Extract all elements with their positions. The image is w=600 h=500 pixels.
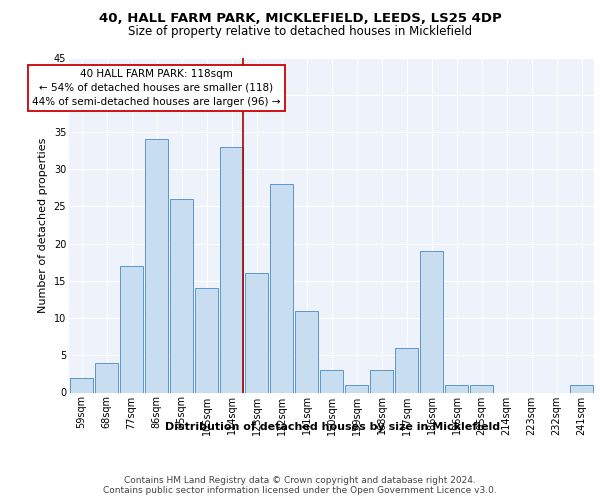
Bar bbox=[395, 348, 418, 393]
Bar bbox=[245, 274, 268, 392]
Bar bbox=[170, 199, 193, 392]
Bar bbox=[195, 288, 218, 393]
Y-axis label: Number of detached properties: Number of detached properties bbox=[38, 138, 48, 312]
Bar bbox=[470, 385, 493, 392]
Text: 40 HALL FARM PARK: 118sqm
← 54% of detached houses are smaller (118)
44% of semi: 40 HALL FARM PARK: 118sqm ← 54% of detac… bbox=[32, 68, 281, 106]
Bar bbox=[270, 184, 293, 392]
Bar bbox=[295, 310, 318, 392]
Bar bbox=[445, 385, 468, 392]
Text: Distribution of detached houses by size in Micklefield: Distribution of detached houses by size … bbox=[166, 422, 500, 432]
Bar bbox=[220, 147, 243, 392]
Bar bbox=[370, 370, 393, 392]
Bar bbox=[420, 251, 443, 392]
Bar bbox=[120, 266, 143, 392]
Bar bbox=[95, 362, 118, 392]
Text: 40, HALL FARM PARK, MICKLEFIELD, LEEDS, LS25 4DP: 40, HALL FARM PARK, MICKLEFIELD, LEEDS, … bbox=[98, 12, 502, 26]
Text: Contains HM Land Registry data © Crown copyright and database right 2024.: Contains HM Land Registry data © Crown c… bbox=[124, 476, 476, 485]
Bar bbox=[570, 385, 593, 392]
Text: Size of property relative to detached houses in Micklefield: Size of property relative to detached ho… bbox=[128, 25, 472, 38]
Text: Contains public sector information licensed under the Open Government Licence v3: Contains public sector information licen… bbox=[103, 486, 497, 495]
Bar bbox=[70, 378, 93, 392]
Bar bbox=[320, 370, 343, 392]
Bar bbox=[145, 140, 168, 392]
Bar bbox=[345, 385, 368, 392]
